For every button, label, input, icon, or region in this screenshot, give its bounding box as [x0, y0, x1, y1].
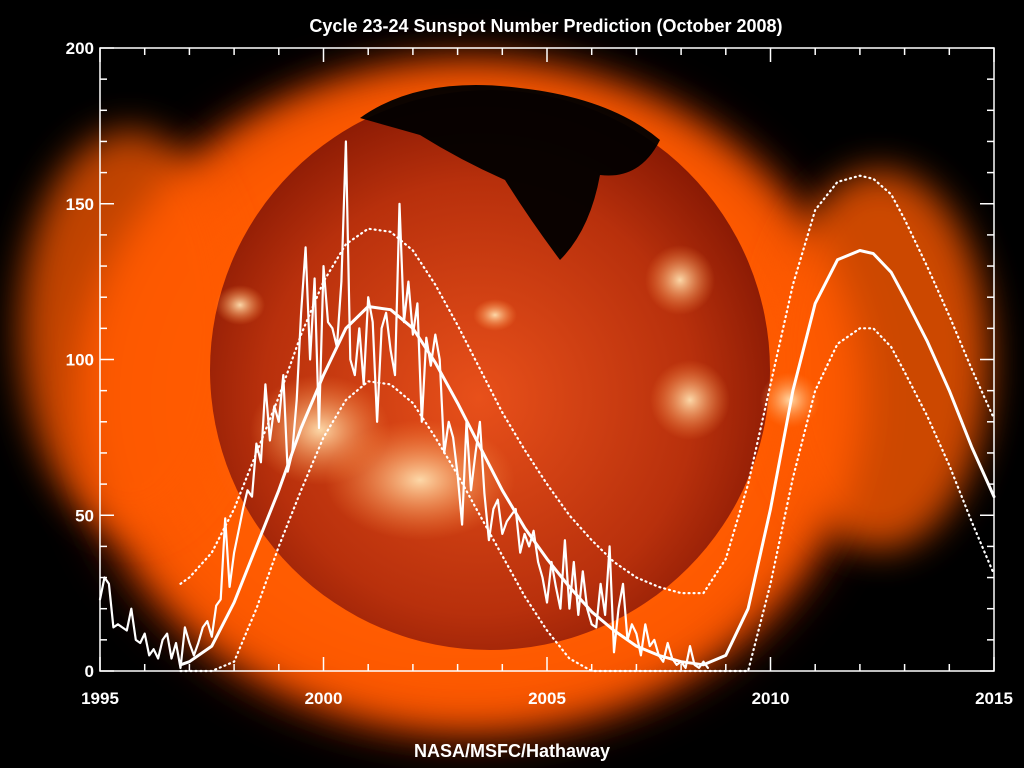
- predicted-sunspot-line: [179, 249, 996, 667]
- y-tick-labels: 0 50 100 150 200: [66, 39, 94, 681]
- x-tick-label: 1995: [81, 689, 119, 708]
- credit-text: NASA/MSFC/Hathaway: [414, 741, 610, 761]
- y-tick-label: 50: [75, 506, 94, 525]
- y-tick-label: 100: [66, 351, 94, 370]
- y-tick-label: 150: [66, 195, 94, 214]
- series-group: [98, 140, 996, 673]
- x-tick-label: 2000: [305, 689, 343, 708]
- x-tick-labels: 1995 2000 2005 2010 2015: [81, 689, 1013, 708]
- y-tick-label: 0: [85, 662, 94, 681]
- x-tick-label: 2010: [752, 689, 790, 708]
- x-tick-label: 2015: [975, 689, 1013, 708]
- chart-title: Cycle 23-24 Sunspot Number Prediction (O…: [309, 16, 782, 36]
- x-tick-label: 2005: [528, 689, 566, 708]
- upper-bound-dotted-line: [179, 174, 996, 595]
- lower-bound-dotted-line: [179, 327, 996, 673]
- y-tick-label: 200: [66, 39, 94, 58]
- axis-ticks: [99, 47, 995, 672]
